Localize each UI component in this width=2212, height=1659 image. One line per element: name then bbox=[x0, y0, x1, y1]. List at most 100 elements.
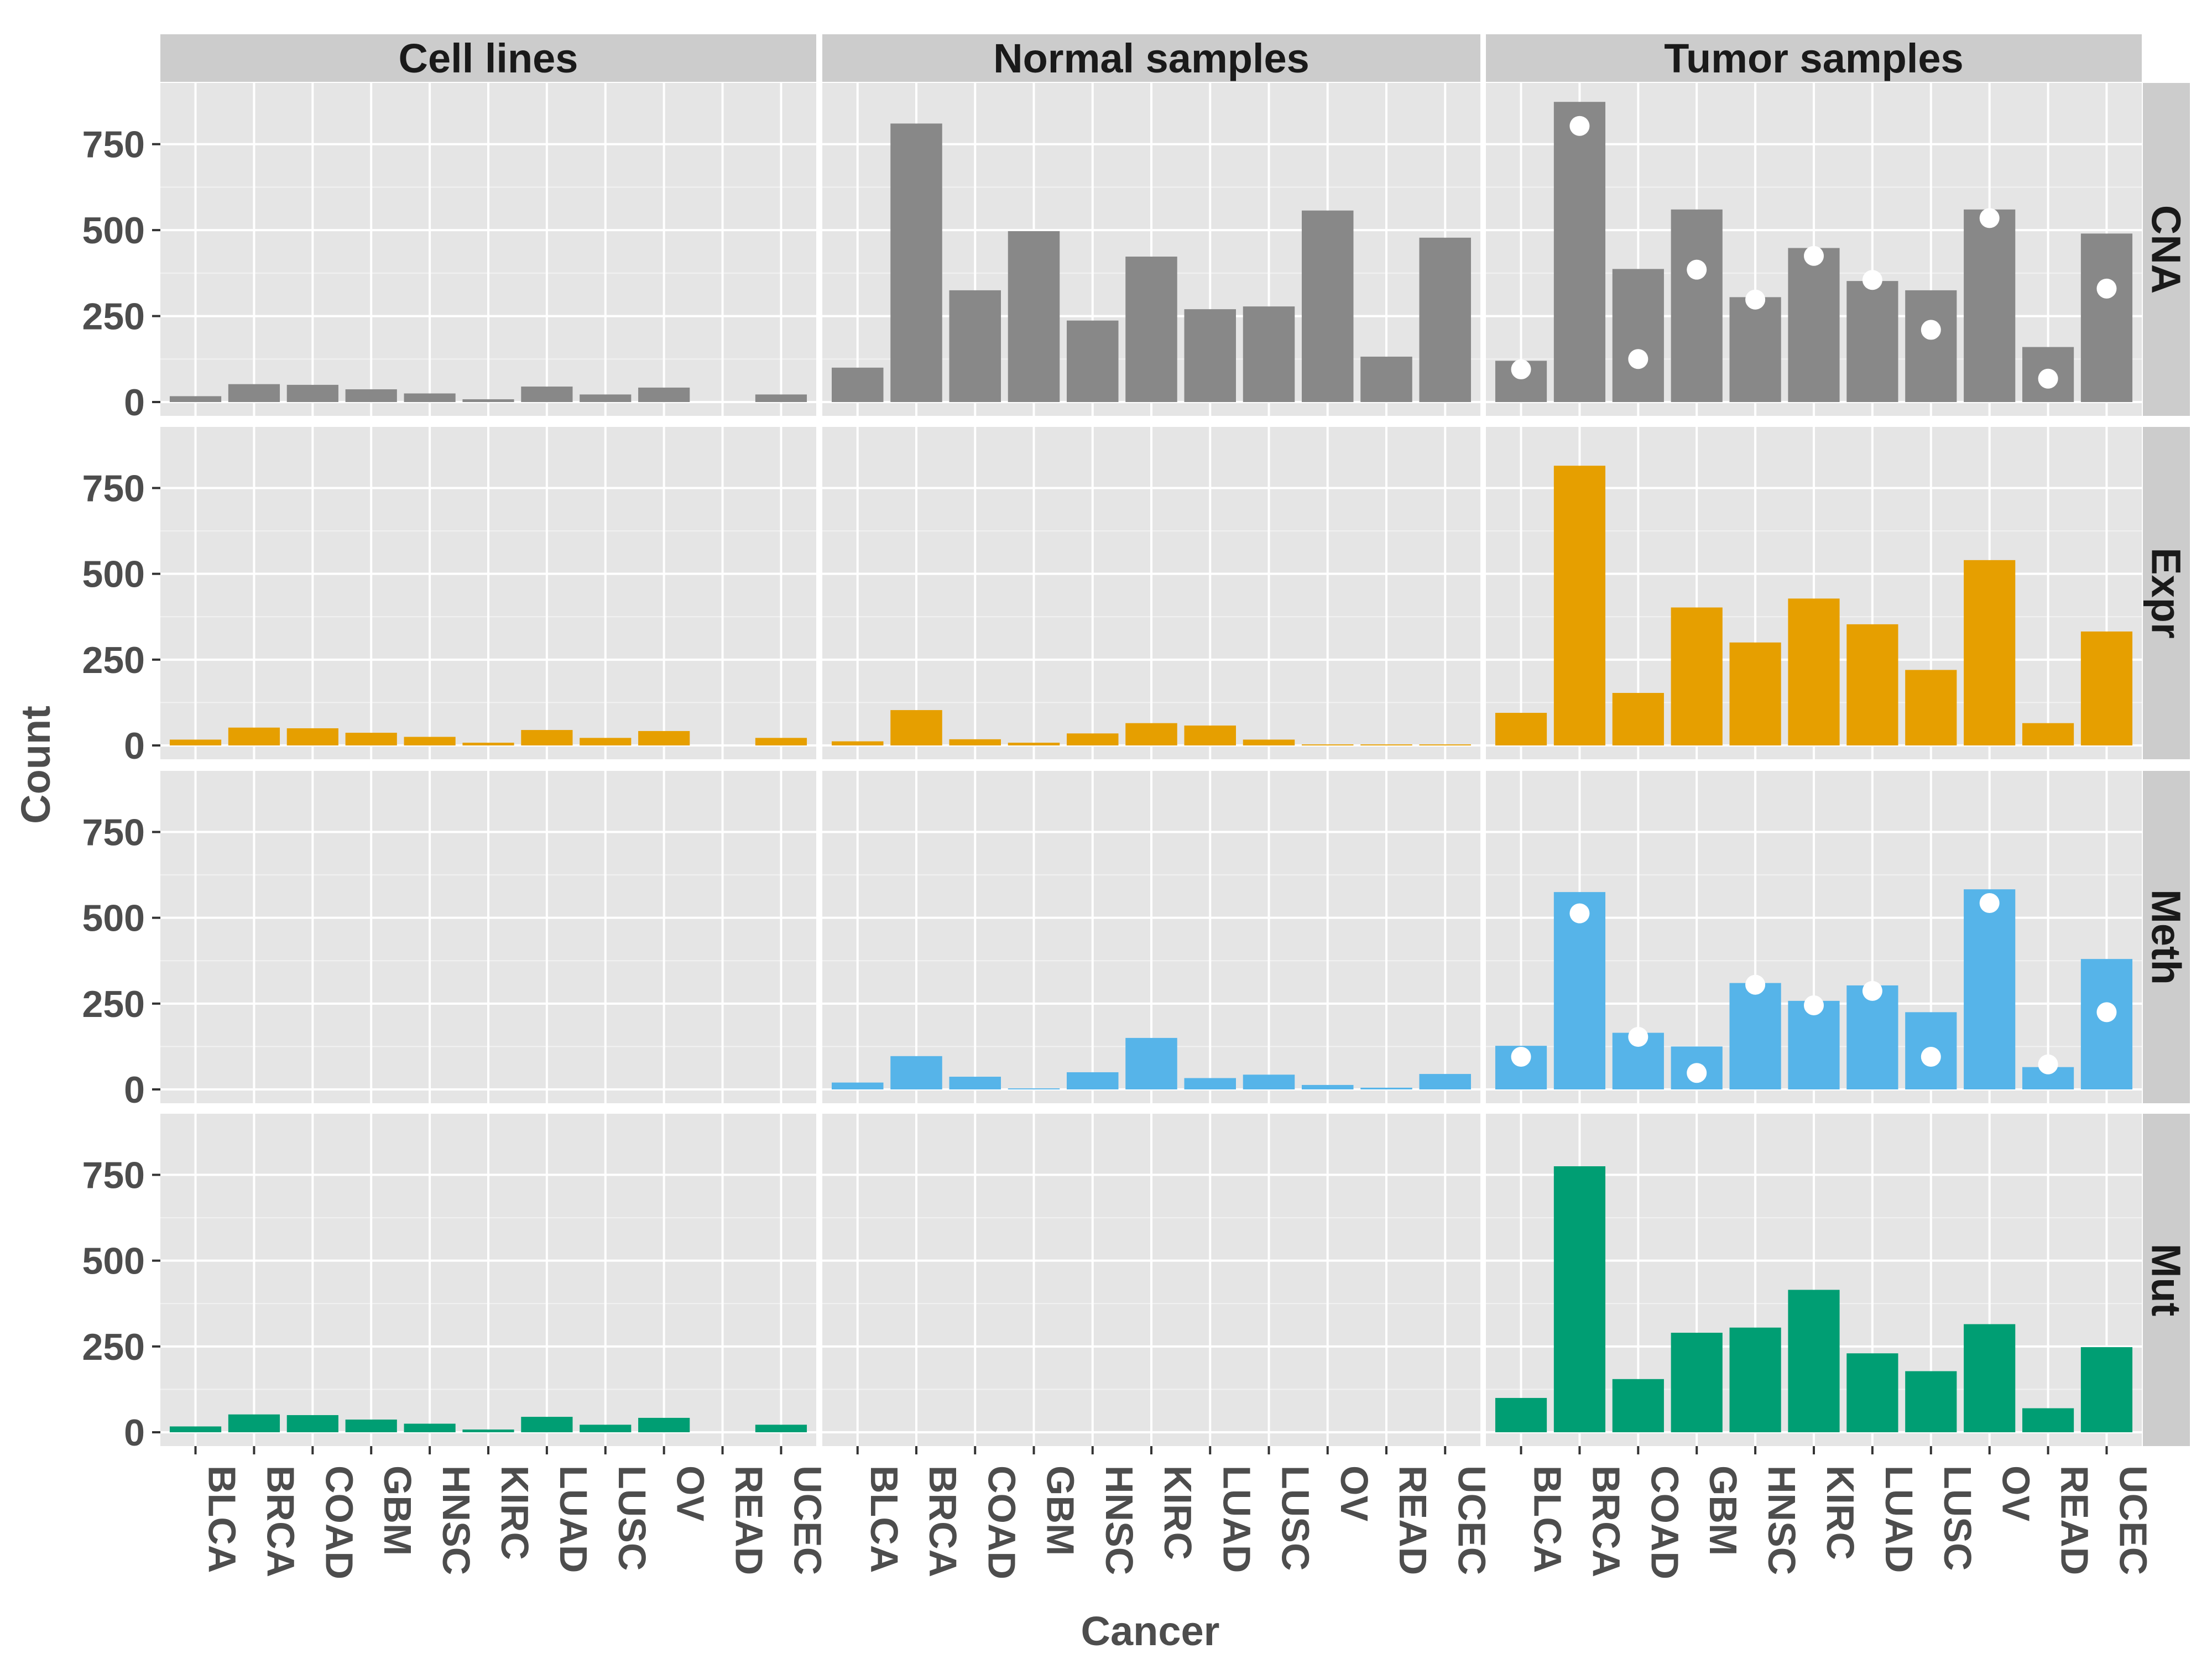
point-cna-ucec bbox=[2096, 278, 2117, 299]
bar-expr-gbm bbox=[345, 733, 397, 745]
x-tick-label-ov: OV bbox=[1333, 1465, 1376, 1521]
point-meth-kirc bbox=[1804, 995, 1824, 1015]
x-tick-label-gbm: GBM bbox=[376, 1465, 419, 1556]
y-tick-label: 0 bbox=[124, 1069, 145, 1111]
bar-mut-lusc bbox=[580, 1425, 632, 1432]
bar-cna-luad bbox=[1846, 281, 1898, 402]
bar-cna-hnsc bbox=[1067, 320, 1119, 402]
y-tick-label: 500 bbox=[82, 1240, 145, 1282]
bar-expr-coad bbox=[286, 728, 338, 745]
bar-expr-gbm bbox=[1008, 743, 1060, 745]
bar-cna-ucec bbox=[1419, 237, 1471, 402]
bar-expr-lusc bbox=[580, 738, 632, 745]
x-tick-label-read: READ bbox=[2053, 1465, 2096, 1575]
point-cna-kirc bbox=[1804, 246, 1824, 266]
bar-cna-luad bbox=[1184, 309, 1236, 402]
bar-expr-ov bbox=[1964, 560, 2016, 745]
bar-mut-luad bbox=[521, 1417, 573, 1432]
bar-meth-gbm bbox=[1008, 1088, 1060, 1089]
bar-cna-luad bbox=[521, 387, 573, 402]
bar-mut-brca bbox=[1553, 1166, 1606, 1432]
bar-mut-coad bbox=[1612, 1379, 1664, 1432]
x-tick-label-coad: COAD bbox=[980, 1465, 1023, 1579]
y-tick-label: 500 bbox=[82, 554, 145, 596]
bar-mut-blca bbox=[1495, 1397, 1547, 1432]
bar-meth-kirc bbox=[1125, 1037, 1177, 1089]
bar-cna-brca bbox=[228, 384, 280, 402]
facet-strip-meth bbox=[2143, 771, 2190, 1103]
bar-cna-coad bbox=[1612, 269, 1664, 402]
y-tick-label: 250 bbox=[82, 983, 145, 1025]
bar-cna-coad bbox=[949, 290, 1001, 402]
bar-cna-kirc bbox=[1125, 257, 1177, 402]
x-tick-label-ucec: UCEC bbox=[2111, 1465, 2154, 1575]
bar-cna-coad bbox=[286, 384, 338, 402]
bar-cna-ucec bbox=[755, 394, 807, 402]
x-tick-label-ov: OV bbox=[669, 1465, 712, 1521]
point-meth-brca bbox=[1569, 903, 1590, 924]
bar-meth-ov bbox=[1302, 1084, 1354, 1089]
facet-label-tumor-samples: Tumor samples bbox=[1664, 35, 1963, 81]
x-tick-label-kirc: KIRC bbox=[1819, 1465, 1862, 1560]
y-tick-label: 0 bbox=[124, 1412, 145, 1454]
bar-mut-ov bbox=[638, 1417, 690, 1432]
bar-expr-ucec bbox=[755, 738, 807, 745]
point-meth-coad bbox=[1628, 1027, 1648, 1047]
bar-expr-ucec bbox=[2080, 631, 2133, 745]
bar-cna-lusc bbox=[1243, 306, 1295, 402]
y-tick-label: 0 bbox=[124, 382, 145, 424]
bar-meth-luad bbox=[1184, 1078, 1236, 1089]
bar-meth-lusc bbox=[1243, 1074, 1295, 1089]
x-tick-label-read: READ bbox=[728, 1465, 771, 1575]
bar-meth-brca bbox=[890, 1056, 942, 1089]
y-tick-label: 500 bbox=[82, 898, 145, 940]
bar-expr-luad bbox=[1846, 624, 1898, 745]
bar-expr-ov bbox=[1302, 744, 1354, 745]
point-cna-lusc bbox=[1921, 320, 1941, 340]
bar-expr-hnsc bbox=[1067, 733, 1119, 745]
bar-cna-hnsc bbox=[404, 393, 456, 402]
bar-mut-hnsc bbox=[404, 1423, 456, 1432]
bar-expr-read bbox=[2022, 723, 2074, 745]
bar-cna-lusc bbox=[1905, 290, 1957, 402]
point-cna-ov bbox=[1979, 208, 2000, 228]
facet-label-cell-lines: Cell lines bbox=[399, 35, 578, 81]
bar-expr-blca bbox=[1495, 713, 1547, 745]
point-meth-blca bbox=[1511, 1047, 1531, 1067]
bar-expr-luad bbox=[521, 730, 573, 745]
bar-expr-kirc bbox=[1788, 598, 1840, 745]
bar-meth-read bbox=[1360, 1087, 1412, 1089]
facet-strip-tumor-samples bbox=[1486, 34, 2142, 82]
x-tick-label-hnsc: HNSC bbox=[1760, 1465, 1803, 1575]
bar-expr-ucec bbox=[1419, 744, 1471, 745]
bar-expr-gbm bbox=[1671, 607, 1723, 745]
point-cna-blca bbox=[1511, 359, 1531, 379]
point-meth-lusc bbox=[1921, 1047, 1941, 1067]
point-cna-luad bbox=[1862, 270, 1882, 290]
point-cna-coad bbox=[1628, 349, 1648, 369]
x-tick-label-blca: BLCA bbox=[863, 1465, 906, 1573]
point-meth-ucec bbox=[2096, 1002, 2117, 1022]
point-cna-brca bbox=[1569, 116, 1590, 136]
bar-mut-blca bbox=[169, 1426, 222, 1432]
bar-mut-kirc bbox=[1788, 1290, 1840, 1432]
bar-meth-kirc bbox=[1788, 1000, 1840, 1089]
bar-expr-coad bbox=[949, 739, 1001, 745]
bar-cna-kirc bbox=[462, 399, 514, 402]
bar-cna-read bbox=[1360, 356, 1412, 402]
y-tick-label: 250 bbox=[82, 296, 145, 338]
x-tick-label-kirc: KIRC bbox=[493, 1465, 536, 1560]
x-tick-label-gbm: GBM bbox=[1039, 1465, 1082, 1556]
facet-label-meth: Meth bbox=[2143, 889, 2189, 985]
y-axis-title: Count bbox=[13, 706, 59, 824]
x-tick-label-ov: OV bbox=[1995, 1465, 2038, 1521]
x-tick-label-luad: LUAD bbox=[1877, 1465, 1921, 1573]
bar-meth-luad bbox=[1846, 985, 1898, 1089]
y-tick-label: 500 bbox=[82, 210, 145, 252]
bar-expr-read bbox=[1360, 744, 1412, 745]
x-tick-label-gbm: GBM bbox=[1702, 1465, 1745, 1556]
point-meth-luad bbox=[1862, 980, 1882, 1001]
bar-meth-brca bbox=[1553, 892, 1606, 1089]
bar-cna-brca bbox=[890, 123, 942, 403]
